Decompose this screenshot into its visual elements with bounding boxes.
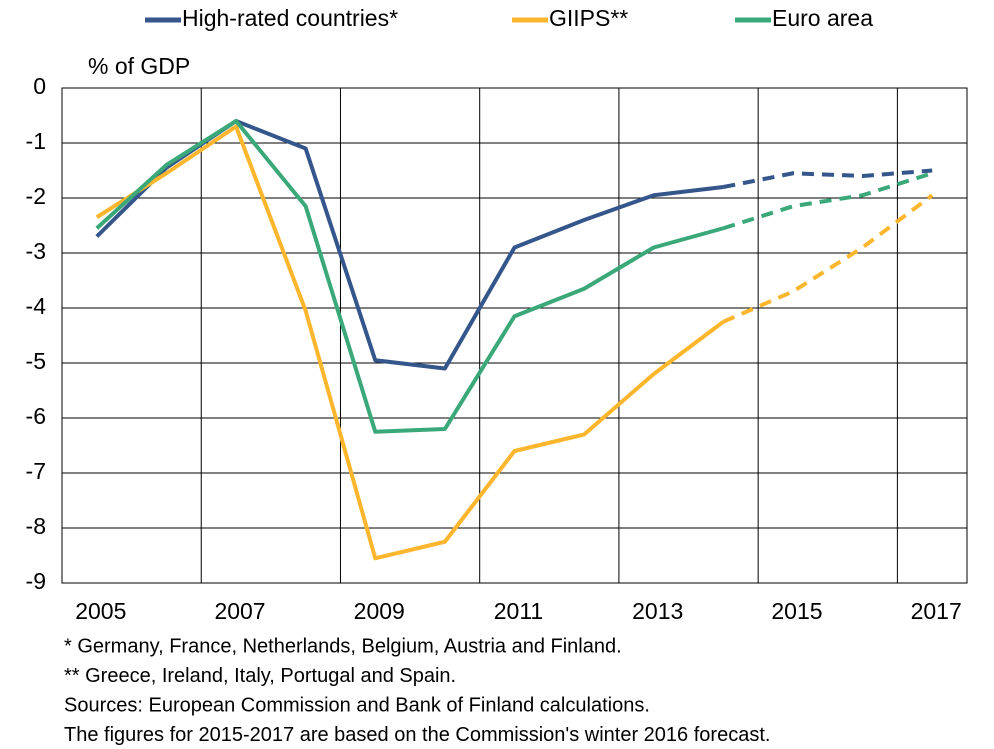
y-tick-label: -3 [26, 238, 46, 264]
legend-label: High-rated countries* [182, 5, 398, 31]
y-tick-label: -9 [26, 568, 46, 594]
plot-frame [61, 87, 968, 584]
y-tick-label: -5 [26, 348, 46, 374]
legend-label: GIIPS** [549, 5, 628, 31]
y-axis-label: % of GDP [88, 53, 190, 79]
x-tick-label: 2011 [494, 598, 543, 624]
forecast-line [722, 193, 934, 324]
series-line [95, 119, 724, 434]
footnote: * Germany, France, Netherlands, Belgium,… [64, 635, 622, 657]
x-tick-label: 2013 [632, 598, 683, 624]
series-line [95, 124, 725, 561]
footnote: ** Greece, Ireland, Italy, Portugal and … [64, 665, 456, 687]
x-tick-label: 2009 [354, 598, 405, 624]
y-tick-label: 0 [33, 73, 46, 99]
footnote: Sources: European Commission and Bank of… [64, 694, 650, 716]
legend-label: Euro area [772, 5, 873, 31]
y-tick-label: -7 [26, 458, 46, 484]
forecast-line [722, 168, 933, 189]
y-tick-label: -6 [26, 403, 46, 429]
footnote: The figures for 2015-2017 are based on t… [64, 724, 770, 746]
x-tick-label: 2007 [214, 598, 265, 624]
y-tick-label: -2 [26, 183, 46, 209]
y-tick-label: -8 [26, 513, 46, 539]
x-tick-label: 2015 [771, 598, 822, 624]
x-tick-label: 2017 [911, 598, 962, 624]
x-tick-label: 2005 [75, 598, 126, 624]
y-tick-label: -4 [26, 293, 47, 319]
y-tick-label: -1 [26, 128, 46, 154]
forecast-line [722, 171, 933, 231]
